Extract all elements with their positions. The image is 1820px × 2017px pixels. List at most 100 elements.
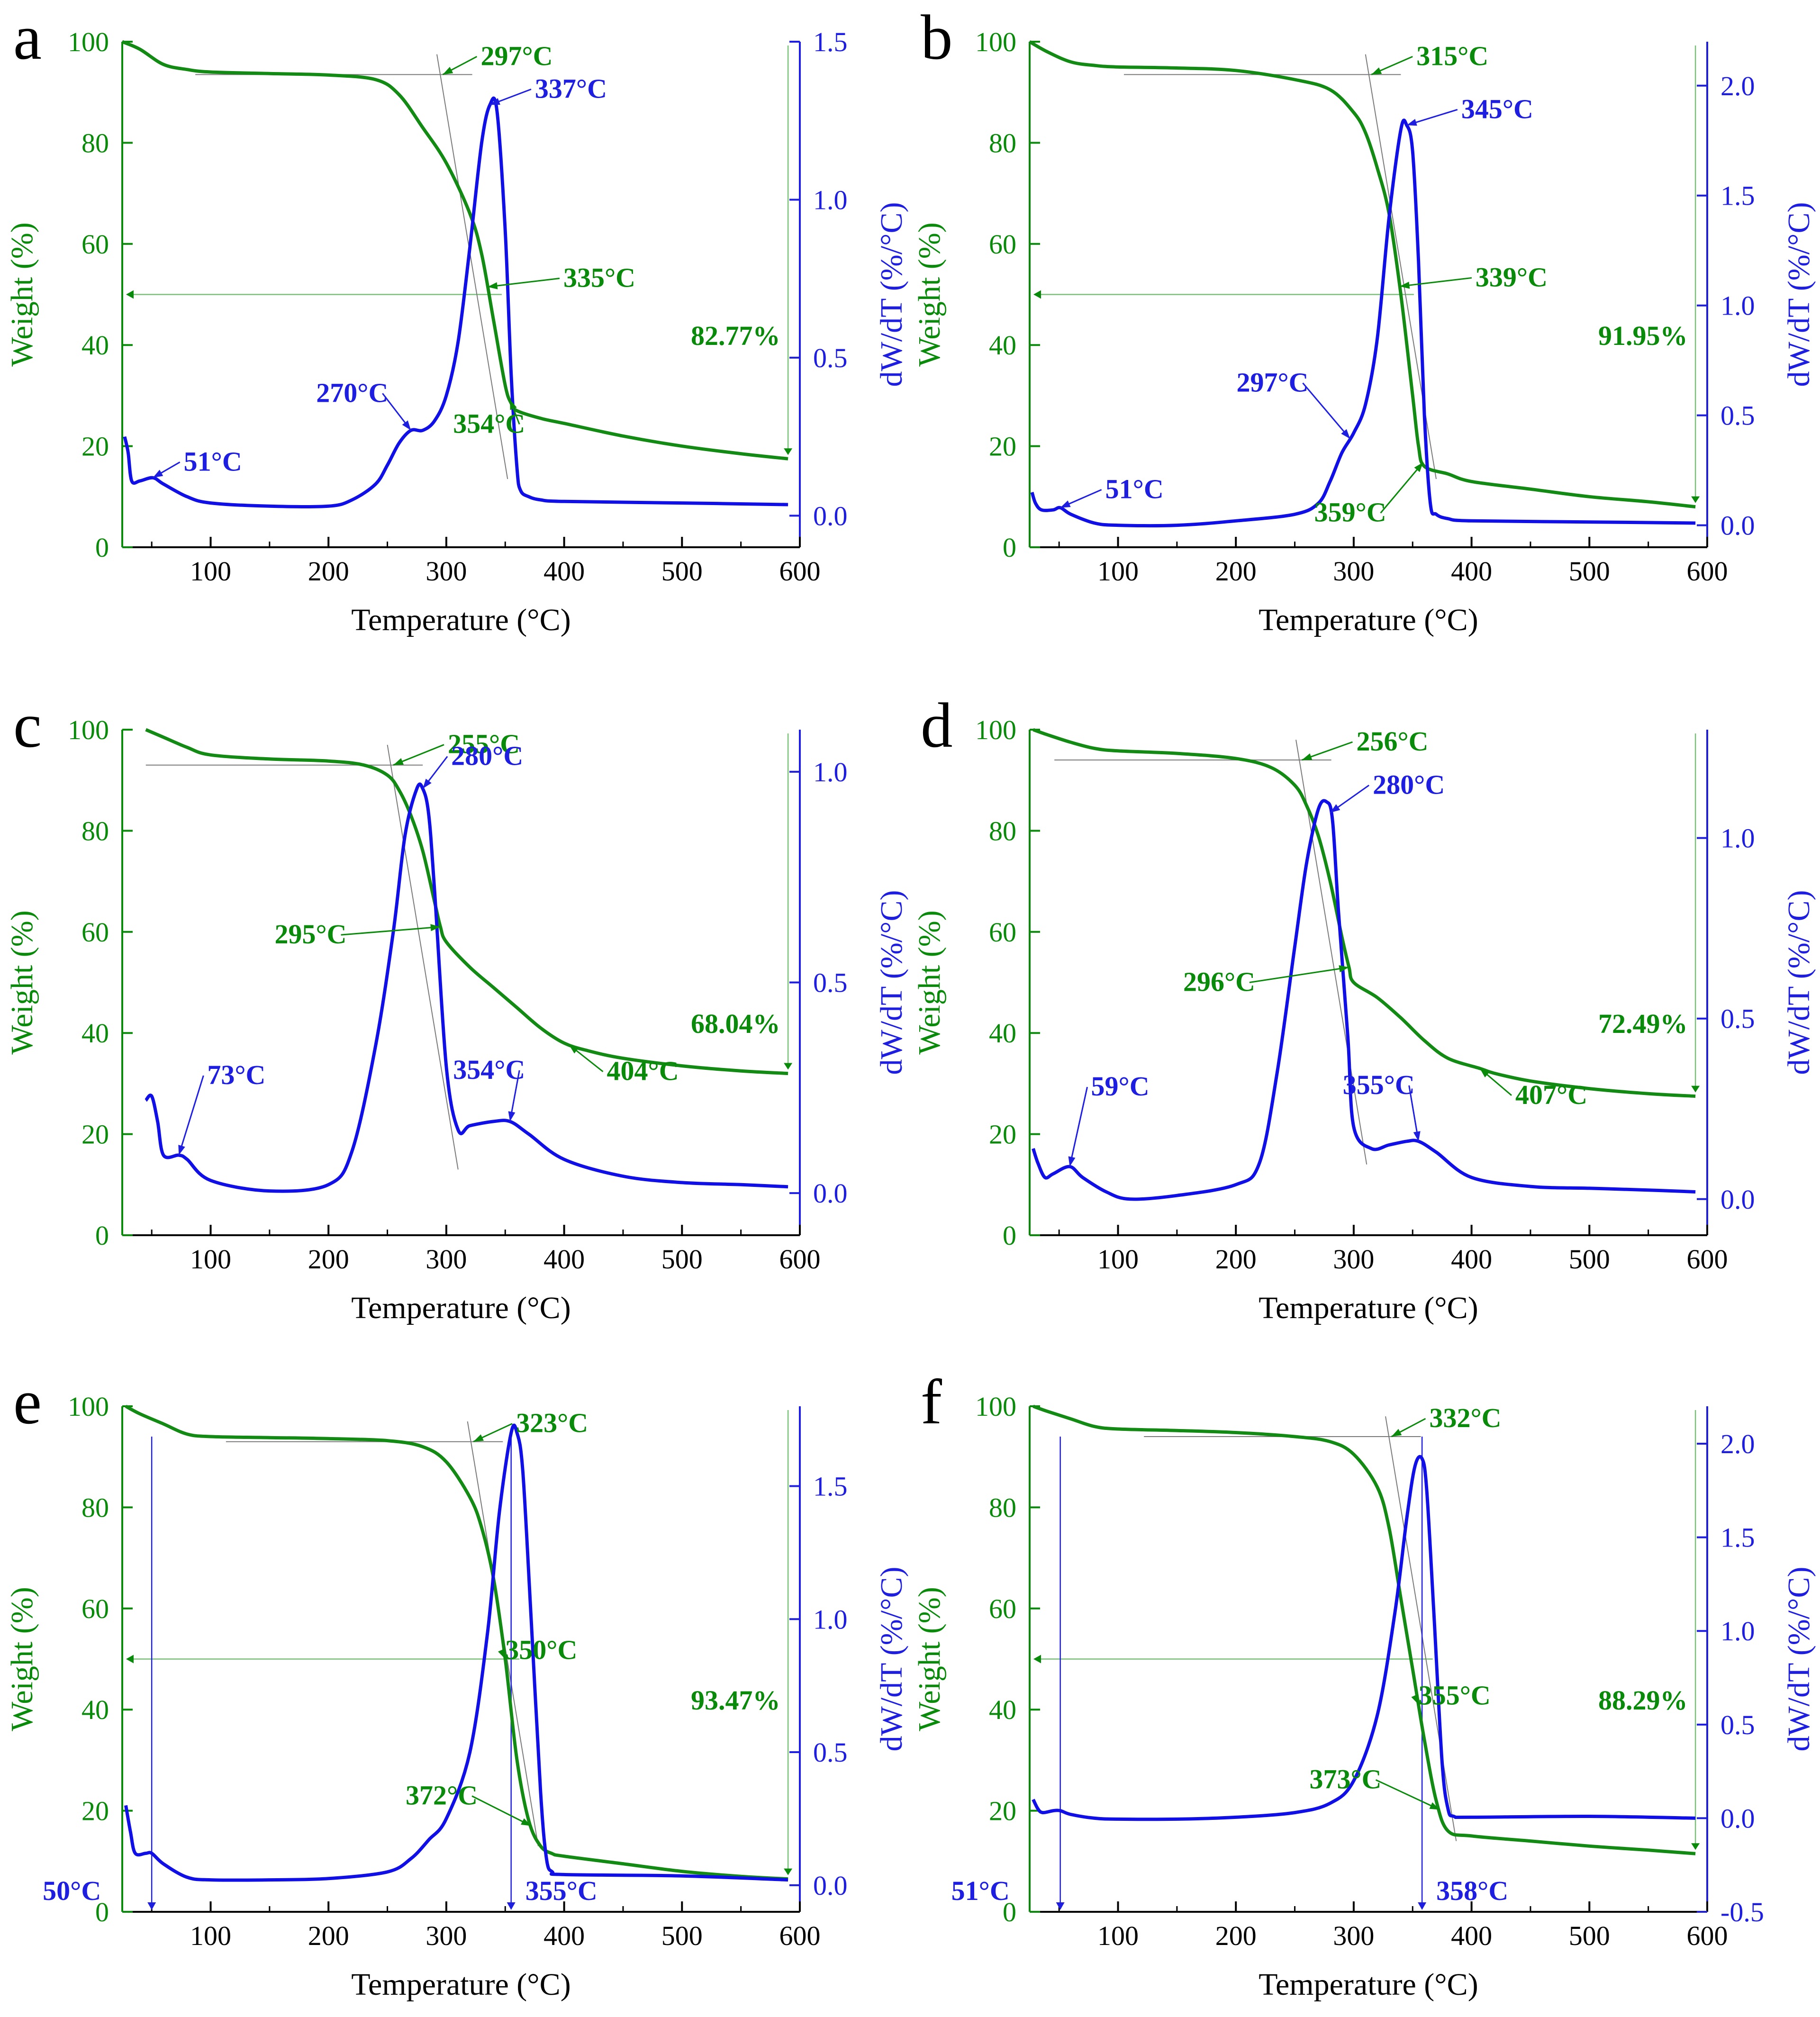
y-axis-title-left: Weight (%) — [5, 910, 39, 1054]
weight-curve — [145, 728, 788, 1076]
y-tick-label-right: 1.0 — [1720, 290, 1755, 321]
annotation-arrowhead — [1371, 67, 1382, 75]
annotation-arrowhead — [473, 1434, 484, 1442]
annotation-label: 323°C — [516, 1408, 588, 1438]
y-tick-label-right: 1.5 — [813, 1471, 848, 1501]
y-axis-title-left: Weight (%) — [912, 222, 947, 366]
y-tick-label-right: 0.5 — [1720, 1004, 1755, 1034]
annotation-arrowhead — [402, 420, 411, 431]
annotation-arrowhead — [1391, 1429, 1402, 1437]
y-tick-label-left: 0 — [95, 1897, 109, 1927]
residue-guide-arrow — [1691, 1843, 1700, 1850]
annotation-label: 297°C — [480, 40, 552, 71]
derivative-curve — [1032, 1455, 1696, 1821]
panel-f: f 100 200 300 400 500 600 0 20 40 60 80 100 -0.5 0.0 0.… — [912, 1367, 1816, 2002]
y-tick-label-right: 1.5 — [813, 27, 848, 57]
peak-guide-arrow — [1056, 1902, 1065, 1910]
annotation-arrowhead — [1339, 965, 1349, 973]
y-tick-label-left: 80 — [81, 1492, 109, 1523]
y-tick-label-left: 60 — [81, 229, 109, 260]
residue-label: 72.49% — [1598, 1008, 1688, 1039]
y-tick-label-left: 0 — [1003, 532, 1016, 563]
peak-label: 51°C — [951, 1875, 1010, 1906]
residue-label: 82.77% — [691, 320, 780, 351]
onset-tangent — [1385, 1416, 1457, 1841]
annotation-arrowhead — [569, 1044, 579, 1054]
y-tick-label-right: 0.0 — [1720, 1803, 1755, 1834]
annotation-label: 354°C — [453, 1054, 525, 1085]
y-tick-label-left: 40 — [989, 1694, 1016, 1725]
weight-curve — [125, 1404, 788, 1881]
annotation-label: 270°C — [316, 377, 388, 408]
x-axis-title: Temperature (°C) — [1259, 1967, 1478, 2002]
annotation-label: 73°C — [207, 1059, 265, 1090]
y-tick-label-left: 40 — [81, 1694, 109, 1725]
annotation-label: 407°C — [1515, 1079, 1587, 1110]
x-axis-title: Temperature (°C) — [351, 1291, 570, 1325]
annotation-label: 296°C — [1183, 966, 1255, 997]
panel-letter: e — [13, 1367, 42, 1438]
annotation-label: 51°C — [1105, 473, 1164, 504]
half-mass-guide-arrow — [1033, 1655, 1041, 1664]
annotation-arrowhead — [1330, 804, 1340, 813]
y-tick-label-left: 60 — [989, 229, 1016, 260]
panel-letter: b — [921, 2, 953, 73]
y-tick-label-left: 20 — [81, 1796, 109, 1827]
annotation-arrowhead — [430, 924, 441, 932]
x-tick-label: 300 — [1333, 556, 1374, 587]
annotation-label: 256°C — [1356, 726, 1428, 757]
panel-letter: d — [921, 690, 953, 761]
annotation-label: 280°C — [451, 740, 523, 771]
x-tick-label: 100 — [190, 1244, 231, 1275]
annotation-leader — [1380, 461, 1424, 514]
annotation-arrowhead — [1480, 1068, 1490, 1077]
x-tick-label: 600 — [1687, 1920, 1728, 1951]
x-tick-label: 400 — [1451, 1244, 1492, 1275]
y-axis-title-right: dW/dT (%/°C) — [874, 202, 909, 387]
y-tick-label-left: 40 — [989, 1018, 1016, 1049]
annotation-label: 337°C — [535, 73, 607, 104]
y-tick-label-right: 1.5 — [1720, 181, 1755, 211]
y-axis-title-right: dW/dT (%/°C) — [1782, 202, 1816, 387]
y-tick-label-right: 1.5 — [1720, 1522, 1755, 1553]
x-tick-label: 600 — [1687, 556, 1728, 587]
x-tick-label: 100 — [190, 556, 231, 587]
x-tick-label: 300 — [1333, 1920, 1374, 1951]
x-tick-label: 500 — [1569, 556, 1610, 587]
y-tick-label-right: 0.5 — [813, 968, 848, 998]
weight-curve — [1029, 40, 1696, 509]
y-tick-label-right: 0.0 — [813, 1870, 848, 1901]
derivative-curve — [123, 96, 788, 509]
x-tick-label: 200 — [1215, 1244, 1257, 1275]
annotation-leader — [471, 1795, 532, 1827]
annotation-leader — [1249, 967, 1349, 983]
y-tick-label-right: 0.0 — [813, 500, 848, 531]
y-tick-label-left: 80 — [989, 815, 1016, 846]
y-tick-label-right: 1.0 — [813, 184, 848, 215]
annotation-arrowhead — [498, 1648, 506, 1659]
peak-guide-arrow — [1418, 1902, 1427, 1910]
y-tick-label-left: 40 — [989, 330, 1016, 361]
annotation-leader — [1069, 1086, 1088, 1167]
y-tick-label-left: 100 — [975, 1391, 1016, 1422]
y-tick-label-left: 20 — [989, 1796, 1016, 1827]
annotation-arrowhead — [443, 67, 453, 75]
annotation-label: 350°C — [505, 1635, 577, 1665]
annotation-arrowhead — [508, 1111, 516, 1122]
x-tick-label: 500 — [661, 1244, 703, 1275]
x-tick-label: 300 — [426, 556, 467, 587]
y-axis-title-left: Weight (%) — [912, 910, 947, 1054]
residue-guide-arrow — [784, 1063, 793, 1070]
y-axis-title-right: dW/dT (%/°C) — [874, 1567, 909, 1752]
y-tick-label-left: 100 — [975, 27, 1016, 57]
derivative-curve — [124, 1423, 788, 1882]
panel-letter: a — [13, 2, 42, 73]
panel-e: e 100 200 300 400 500 600 0 20 40 60 80 100 0.0 0.5 1.0… — [5, 1367, 909, 2002]
x-tick-label: 600 — [779, 1920, 821, 1951]
residue-guide-arrow — [1691, 496, 1700, 503]
x-tick-label: 500 — [1569, 1920, 1610, 1951]
y-tick-label-left: 0 — [95, 1220, 109, 1251]
y-tick-label-left: 80 — [81, 815, 109, 846]
x-axis-title: Temperature (°C) — [351, 1967, 570, 2002]
